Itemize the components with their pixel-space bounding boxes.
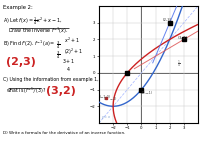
Text: $4$: $4$: [66, 64, 71, 72]
Text: $\frac{3}{4}$: $\frac{3}{4}$: [56, 39, 60, 51]
Text: A) Let $f(x)=\frac{1}{4}x^2+x-1,$: A) Let $f(x)=\frac{1}{4}x^2+x-1,$: [3, 15, 63, 27]
Text: B) Find $f'(2)$. $f^{-1}(a)=$: B) Find $f'(2)$. $f^{-1}(a)=$: [3, 39, 55, 49]
Text: Draw the inverse $f^{-1}(x).$: Draw the inverse $f^{-1}(x).$: [8, 26, 68, 36]
Text: $(2)^2+1$: $(2)^2+1$: [64, 46, 83, 57]
Text: (2,3): (2,3): [6, 57, 36, 67]
Text: what is $(f^{-1})'(3)?$: what is $(f^{-1})'(3)?$: [6, 85, 46, 96]
Text: $\frac{3}{4}$: $\frac{3}{4}$: [56, 50, 60, 61]
Text: (−1,0): (−1,0): [100, 95, 111, 99]
Text: $x^2+1$: $x^2+1$: [64, 36, 80, 45]
Text: $\frac{1}{4}$: $\frac{1}{4}$: [177, 59, 181, 70]
Text: (2,3): (2,3): [163, 18, 172, 22]
Text: $(0,-1)$: $(0,-1)$: [103, 95, 118, 102]
Text: $3+1$: $3+1$: [62, 57, 75, 65]
Text: (3,2): (3,2): [46, 85, 76, 96]
Text: (0,−1): (0,−1): [142, 91, 153, 95]
Text: $y=x$: $y=x$: [101, 114, 112, 121]
Text: $(3,2)$: $(3,2)$: [177, 34, 189, 41]
Text: D) Write a formula for the derivative of an inverse function.: D) Write a formula for the derivative of…: [3, 130, 125, 135]
Text: C) Using the information from example 1,: C) Using the information from example 1,: [3, 76, 99, 81]
Text: Example 2:: Example 2:: [3, 4, 33, 9]
